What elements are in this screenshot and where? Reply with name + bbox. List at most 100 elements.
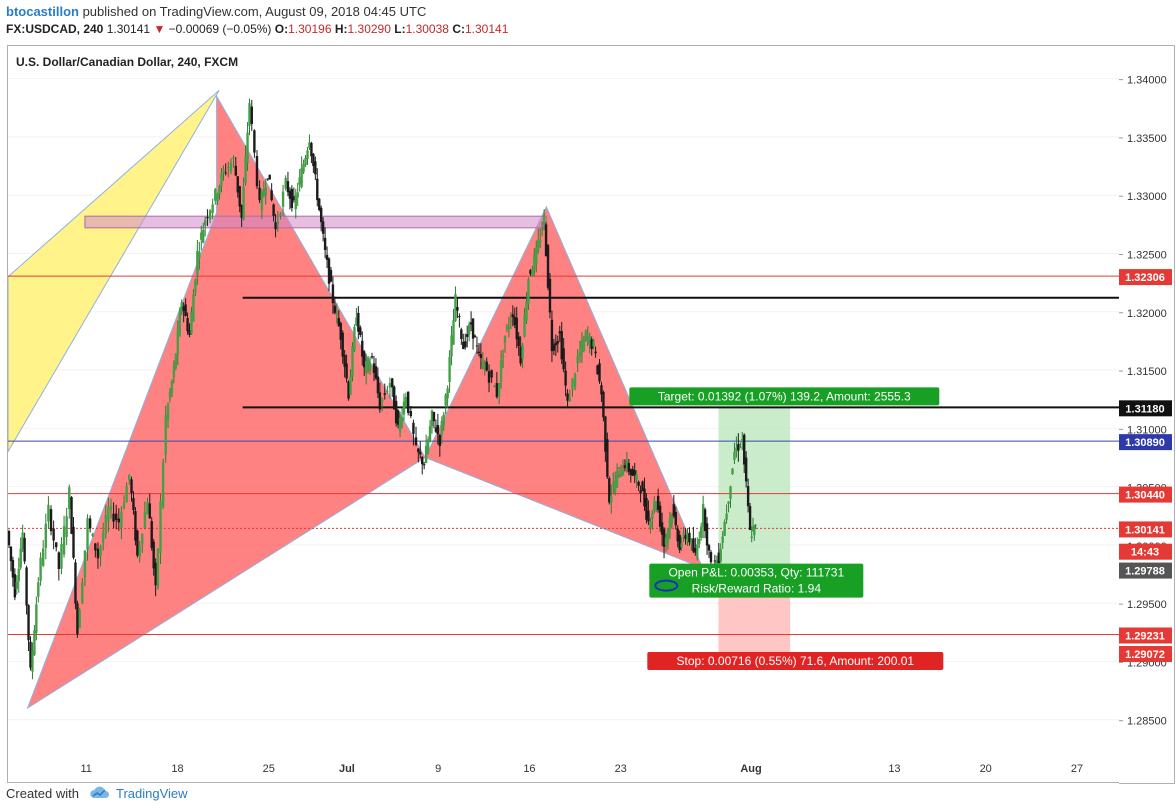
candle-body bbox=[308, 142, 311, 148]
candle-body bbox=[475, 345, 479, 347]
candle-body bbox=[383, 393, 386, 395]
candle-body bbox=[615, 471, 619, 487]
candle-body bbox=[637, 481, 640, 486]
candle-body bbox=[306, 150, 309, 160]
candle-body bbox=[168, 391, 172, 399]
candle-body bbox=[737, 444, 740, 451]
candle-body bbox=[611, 483, 615, 486]
candle-body bbox=[65, 516, 68, 537]
candle-body bbox=[146, 502, 149, 515]
candle-body bbox=[182, 306, 185, 311]
candle-body bbox=[13, 574, 17, 598]
candle-body bbox=[568, 397, 572, 402]
author-link[interactable]: btocastillon bbox=[6, 4, 79, 19]
candle-body bbox=[688, 532, 691, 543]
price-badge-bg bbox=[1119, 627, 1172, 644]
candle-body bbox=[412, 422, 415, 434]
candle-body bbox=[83, 550, 87, 578]
candle-body bbox=[573, 373, 577, 388]
candle-body bbox=[649, 521, 652, 528]
candle-body bbox=[359, 327, 362, 336]
candle-body bbox=[203, 220, 207, 226]
candle-body bbox=[222, 169, 225, 173]
candle-body bbox=[190, 312, 193, 334]
candle-body bbox=[705, 523, 709, 546]
candle-body bbox=[347, 381, 350, 399]
target-label-bg bbox=[629, 387, 940, 406]
candle-body bbox=[8, 531, 11, 546]
price-badge-bg bbox=[1119, 646, 1172, 663]
candle-body bbox=[394, 400, 398, 424]
candle-body bbox=[598, 363, 601, 382]
time-axis-svg[interactable]: 11 18 25 Jul 9 16 23 Aug 13 20 27 bbox=[8, 756, 1120, 782]
candle-body bbox=[432, 412, 436, 422]
candle-body bbox=[552, 344, 556, 351]
candle-body bbox=[440, 420, 443, 435]
chart-plot-area[interactable]: U.S. Dollar/Canadian Dollar, 240, FXCM Ta… bbox=[7, 45, 1120, 758]
candle-body bbox=[216, 194, 219, 202]
candle-body bbox=[721, 536, 724, 543]
candle-body bbox=[368, 363, 372, 371]
candle-body bbox=[224, 172, 227, 174]
candle-body bbox=[288, 190, 292, 199]
candle-body bbox=[152, 541, 155, 569]
candle-body bbox=[72, 526, 75, 558]
candle-body bbox=[253, 130, 256, 153]
candle-body bbox=[264, 187, 267, 195]
candle-body bbox=[227, 167, 230, 169]
candle-body bbox=[240, 204, 243, 218]
price-axis[interactable]: 1.34000 1.33500 1.33000 1.32500 1.32000 1.315… bbox=[1119, 45, 1175, 784]
candle-body bbox=[250, 106, 253, 125]
candle-body bbox=[276, 221, 280, 224]
last-price: 1.30141 bbox=[106, 22, 151, 36]
candle-body bbox=[544, 224, 548, 257]
candle-body bbox=[220, 173, 223, 187]
price-badge: 1.32306 bbox=[1125, 272, 1165, 284]
time-axis[interactable]: 11 18 25 Jul 9 16 23 Aug 13 20 27 bbox=[7, 756, 1121, 783]
candle-body bbox=[546, 245, 550, 288]
candle-body bbox=[417, 448, 420, 453]
candle-body bbox=[290, 188, 294, 208]
candle-body bbox=[37, 582, 40, 597]
open-value: 1.30196 bbox=[288, 22, 332, 36]
candle-body bbox=[316, 178, 319, 201]
candle-body bbox=[33, 630, 36, 655]
candle-body bbox=[741, 438, 744, 441]
price-axis-svg[interactable]: 1.34000 1.33500 1.33000 1.32500 1.32000 1.315… bbox=[1119, 46, 1174, 783]
candle-body bbox=[554, 342, 558, 346]
candle-body bbox=[537, 240, 540, 251]
candle-body bbox=[62, 526, 66, 555]
footer: Created with TradingView bbox=[6, 786, 188, 803]
tradingview-brand[interactable]: TradingView bbox=[116, 786, 188, 801]
candle-body bbox=[341, 332, 344, 357]
candle-body bbox=[164, 414, 167, 455]
candle-body bbox=[414, 437, 418, 445]
candle-body bbox=[86, 518, 89, 550]
candle-body bbox=[660, 522, 664, 535]
x-tick-label: 16 bbox=[523, 763, 535, 775]
candle-body bbox=[355, 317, 358, 326]
candle-body bbox=[580, 340, 584, 352]
chart-svg[interactable]: U.S. Dollar/Canadian Dollar, 240, FXCM Ta… bbox=[8, 46, 1119, 757]
candle-body bbox=[635, 474, 638, 480]
candle-body bbox=[321, 221, 325, 234]
candle-body bbox=[723, 521, 726, 536]
candle-body bbox=[202, 229, 205, 243]
candle-body bbox=[57, 552, 61, 570]
price-badge-bg bbox=[1119, 521, 1172, 538]
candle-body bbox=[176, 329, 179, 355]
candle-body bbox=[333, 305, 337, 313]
x-tick-label: Aug bbox=[740, 763, 761, 775]
candle-body bbox=[211, 204, 214, 214]
candle-body bbox=[467, 324, 471, 335]
candle-body bbox=[136, 530, 139, 556]
price-badge-bg bbox=[1119, 543, 1172, 560]
candle-body bbox=[323, 237, 327, 250]
candle-body bbox=[117, 518, 121, 523]
candle-body bbox=[525, 301, 528, 321]
published-text: published on TradingView.com, August 09,… bbox=[82, 4, 427, 19]
candle-body bbox=[446, 388, 449, 399]
candle-body bbox=[493, 386, 496, 388]
candle-body bbox=[258, 187, 261, 201]
x-tick-label: 13 bbox=[888, 763, 900, 775]
